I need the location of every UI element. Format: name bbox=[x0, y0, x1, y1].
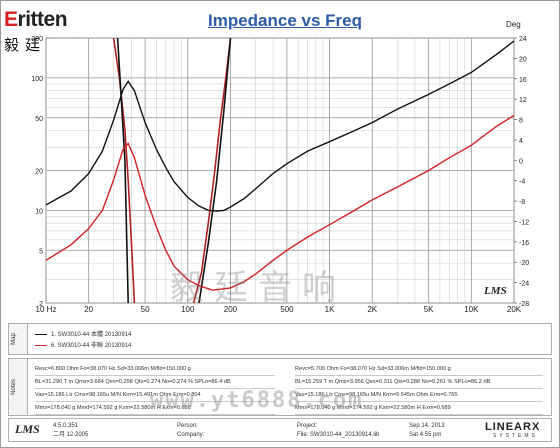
footer-brand: LINEARX bbox=[485, 421, 541, 433]
y2-tick-label: -24 bbox=[519, 281, 529, 288]
notes-left-line: Mms=178.040 g Mmd=174.592 g Kxm=22.580m … bbox=[35, 402, 275, 415]
map-panel-label: Map bbox=[11, 333, 17, 345]
notes-right-line: Revc=5.700 Ohm Fo=38.070 Hz Sd=33.006m M… bbox=[295, 363, 543, 376]
footer-brand-sub: SYSTEMS bbox=[493, 433, 538, 439]
y-tick-label: 20 bbox=[35, 169, 43, 176]
footer-company-label: Company: bbox=[177, 432, 205, 438]
x-tick-label: 50 bbox=[141, 305, 150, 314]
x-tick-label: 100 bbox=[181, 305, 195, 314]
y2-tick-label: -12 bbox=[519, 219, 529, 226]
y2-tick-label: 0 bbox=[519, 158, 523, 165]
y2-tick-label: 4 bbox=[519, 138, 523, 145]
x-tick-label: 500 bbox=[280, 305, 294, 314]
notes-left-line: BL=31.290 T m Qms=3.684 Qes=0.298 Qts=0.… bbox=[35, 376, 275, 389]
notes-right-column: Revc=5.700 Ohm Fo=38.070 Hz Sd=33.006m M… bbox=[295, 363, 543, 415]
footer-time: Sat 4:55 pm bbox=[409, 432, 442, 438]
notes-left-line: Vas=15.186 Ltr Cms=98.165u M/N Krm=15.49… bbox=[35, 389, 275, 402]
footer-version-block: 4.5.0.351 二月 12 2005 bbox=[53, 422, 88, 440]
notes-right-line: Vas=15.186 Ltr Cms=98.165u M/N Krm=5.545… bbox=[295, 389, 543, 402]
y2-tick-label: -16 bbox=[519, 240, 529, 247]
footer-project-block: Project: File: SW3010-44_20130914.lib bbox=[297, 422, 379, 440]
footer-file-label: File: SW3010-44_20130914.lib bbox=[297, 432, 380, 438]
y2-tick-label: 16 bbox=[519, 77, 527, 84]
watermark-text: 毅廷音响 bbox=[170, 268, 346, 308]
y2-tick-label: 12 bbox=[519, 97, 527, 104]
notes-left-line: Revc=6.800 Ohm Fo=38.070 Hz Sd=33.006m M… bbox=[35, 363, 275, 376]
x-tick-label: 5K bbox=[424, 305, 434, 314]
y2-axis-label: Deg bbox=[506, 20, 521, 29]
phase-line bbox=[198, 38, 232, 303]
footer-person-block: Person: Company: bbox=[177, 422, 204, 440]
x-tick-label: 20 bbox=[84, 305, 93, 314]
y-tick-label: 5 bbox=[39, 248, 43, 255]
logo-wordmark: Eritten bbox=[4, 8, 68, 31]
footer-project-label: Project: bbox=[297, 423, 318, 429]
notes-right-line: Mms=178.040 g Mmd=174.592 g Kxm=22.580m … bbox=[295, 402, 543, 415]
impedance-line-2 bbox=[46, 114, 514, 291]
y2-tick-label: -20 bbox=[519, 260, 529, 267]
footer-bar: LMS 4.5.0.351 二月 12 2005 Person: Company… bbox=[8, 418, 552, 442]
phase-line bbox=[116, 38, 129, 303]
y-tick-label: 100 bbox=[31, 76, 43, 83]
impedance-line-1 bbox=[46, 40, 514, 212]
y-tick-label: 2 bbox=[39, 301, 43, 308]
phase-line bbox=[192, 38, 232, 303]
x-tick-label: 1K bbox=[325, 305, 335, 314]
x-tick-label: 20K bbox=[507, 305, 522, 314]
y2-tick-label: -4 bbox=[519, 179, 525, 186]
y-tick-label: 50 bbox=[35, 116, 43, 123]
y2-tick-label: 8 bbox=[519, 118, 523, 125]
y2-tick-label: -28 bbox=[519, 301, 529, 308]
footer-date-block: Sep 14, 2013 Sat 4:55 pm bbox=[409, 422, 445, 440]
x-tick-label: 2K bbox=[367, 305, 377, 314]
legend-entry-2[interactable]: 6. SW3010-44 非聯 20130914 bbox=[35, 340, 131, 349]
y2-tick-label: -8 bbox=[519, 199, 525, 206]
footer-lms-logo: LMS bbox=[15, 422, 40, 436]
legend-entry-2-label: 6. SW3010-44 非聯 20130914 bbox=[51, 343, 132, 349]
chart-title: Impedance vs Freq bbox=[207, 11, 362, 30]
footer-version: 4.5.0.351 bbox=[53, 423, 79, 429]
y2-tick-label: 20 bbox=[519, 56, 527, 63]
x-tick-label: 10K bbox=[464, 305, 479, 314]
footer-person-label: Person: bbox=[177, 423, 198, 429]
footer-date: Sep 14, 2013 bbox=[409, 423, 445, 429]
legend-entry-1[interactable]: 1. SW3010-44 本體 20130914 bbox=[35, 329, 131, 338]
notes-left-column: Revc=6.800 Ohm Fo=38.070 Hz Sd=33.006m M… bbox=[35, 363, 275, 415]
notes-panel: Notes Revc=6.800 Ohm Fo=38.070 Hz Sd=33.… bbox=[8, 358, 552, 416]
chart-badge: LMS bbox=[484, 285, 507, 297]
y-tick-label: 200 bbox=[31, 36, 43, 43]
footer-version-date: 二月 12 2005 bbox=[53, 432, 89, 438]
notes-panel-label: Notes bbox=[11, 379, 17, 395]
map-panel: Map 1. SW3010-44 本體 20130914 6. SW3010-4… bbox=[8, 323, 552, 355]
y2-tick-label: 24 bbox=[519, 36, 527, 43]
phase-line bbox=[112, 38, 136, 303]
y-tick-label: 10 bbox=[35, 208, 43, 215]
url-watermark: www.yt6888.com bbox=[150, 388, 364, 413]
x-tick-label: 10 Hz bbox=[36, 305, 57, 314]
legend-entry-1-label: 1. SW3010-44 本體 20130914 bbox=[51, 332, 132, 338]
x-tick-label: 200 bbox=[224, 305, 238, 314]
notes-right-line: BL=15.259 T m Qms=3.956 Qes=0.311 Qts=0.… bbox=[295, 376, 543, 389]
